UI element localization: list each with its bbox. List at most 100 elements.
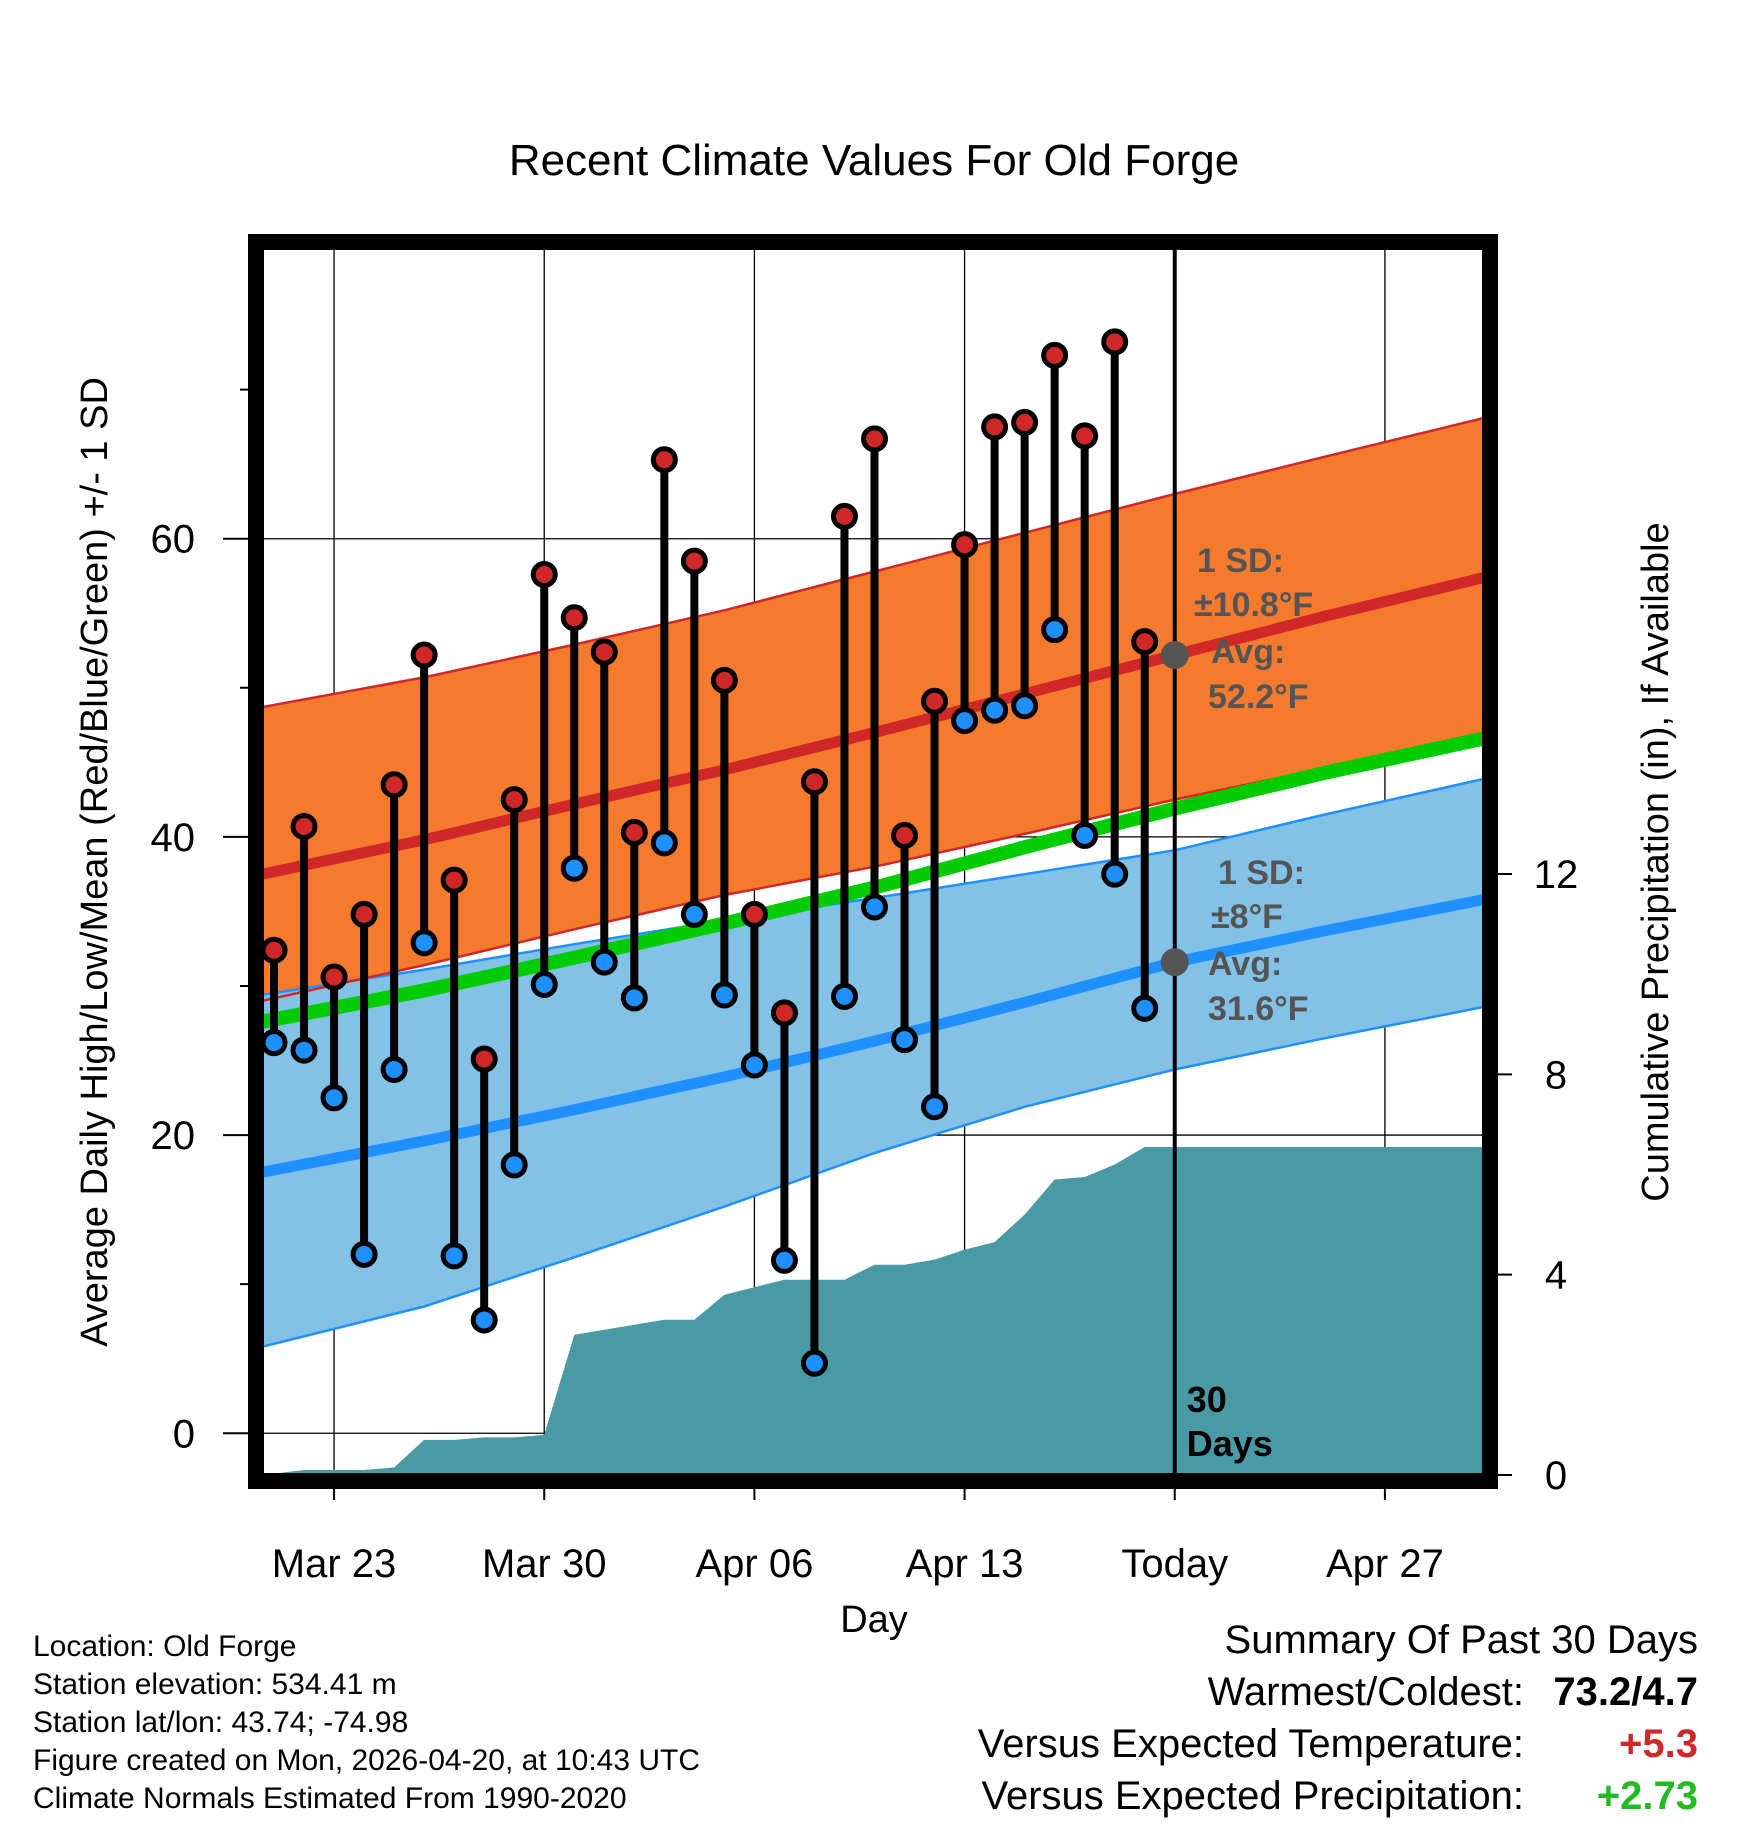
latlon-text: Station lat/lon: 43.74; -74.98 <box>33 1706 409 1739</box>
x-tick-label: Apr 06 <box>695 1542 813 1586</box>
observed-low-point <box>830 982 858 1010</box>
x-tick-label: Mar 30 <box>482 1542 607 1586</box>
observed-low-point <box>981 696 1009 724</box>
observed-high-point <box>290 812 318 840</box>
observed-low-point <box>650 829 678 857</box>
elevation-text: Station elevation: 534.41 m <box>33 1668 397 1701</box>
observed-low-point <box>680 900 708 928</box>
observed-low-point <box>1101 860 1129 888</box>
x-axis-title: Day <box>840 1599 908 1641</box>
observed-high-point <box>320 963 348 991</box>
observed-high-point <box>500 786 528 814</box>
normal-low-band <box>262 778 1484 1347</box>
y-axis-title: Average Daily High/Low/Mean (Red/Blue/Gr… <box>74 377 116 1347</box>
observed-high-point <box>530 561 558 589</box>
observed-low-point <box>350 1240 378 1268</box>
x-tick-label: Today <box>1121 1542 1228 1586</box>
plot-frame <box>248 234 1498 1489</box>
observed-high-point <box>921 687 949 715</box>
summary-warmest: Warmest/Coldest: 73.2/4.7 <box>1208 1668 1698 1716</box>
observed-high-point <box>650 446 678 474</box>
days-word-label: Days <box>1187 1423 1273 1464</box>
x-tick-label: Apr 13 <box>906 1542 1024 1586</box>
precip-label: Versus Expected Precipitation: <box>981 1774 1524 1818</box>
summary-precipitation: Versus Expected Precipitation: +2.73 <box>981 1772 1698 1820</box>
normals-text: Climate Normals Estimated From 1990-2020 <box>33 1782 627 1815</box>
observed-high-point <box>1131 628 1159 656</box>
observed-low-point <box>410 929 438 957</box>
days-count-label: 30 <box>1187 1379 1227 1420</box>
y2-tick-label: 4 <box>1545 1254 1567 1298</box>
y2-tick-label: 12 <box>1534 853 1579 897</box>
observed-high-point <box>680 547 708 575</box>
observed-high-point <box>470 1045 498 1073</box>
low-sd-value: ±8°F <box>1211 898 1283 936</box>
warmest-value: 73.2/4.7 <box>1553 1670 1698 1714</box>
low-avg-value: 31.6°F <box>1208 990 1309 1028</box>
high-avg-title: Avg: <box>1211 633 1285 671</box>
observed-high-point <box>380 771 408 799</box>
y-tick-label: 0 <box>173 1412 195 1456</box>
axes: 0 20 40 60 0 4 8 12 Mar 23 Mar 30 Apr 06 Apr 13 Toda… <box>74 234 1677 1641</box>
precip-area <box>262 1147 1484 1475</box>
observed-low-point <box>620 984 648 1012</box>
observed-high-point <box>800 768 828 796</box>
observed-high-point <box>1011 408 1039 436</box>
observed-low-point <box>861 893 889 921</box>
observed-low-point <box>500 1151 528 1179</box>
x-tick-label: Mar 23 <box>272 1542 397 1586</box>
high-avg-marker <box>1160 641 1189 670</box>
observed-high-point <box>560 604 588 632</box>
observed-high-point <box>710 666 738 694</box>
created-text: Figure created on Mon, 2026-04-20, at 10… <box>33 1744 701 1777</box>
x-tick-label: Apr 27 <box>1326 1542 1444 1586</box>
observed-high-point <box>861 425 889 453</box>
observed-low-point <box>380 1055 408 1083</box>
observed-high-point <box>440 866 468 894</box>
observed-low-point <box>891 1026 919 1054</box>
location-text: Location: Old Forge <box>33 1630 297 1663</box>
observed-low-point <box>530 970 558 998</box>
observed-high-point <box>590 638 618 666</box>
observed-low-point <box>260 1029 288 1057</box>
summary-title: Summary Of Past 30 Days <box>1224 1618 1698 1662</box>
observed-low-point <box>800 1349 828 1377</box>
observed-low-point <box>1131 994 1159 1022</box>
precip-value: +2.73 <box>1596 1774 1698 1818</box>
observed-high-point <box>620 818 648 846</box>
y2-tick-label: 8 <box>1545 1053 1567 1097</box>
low-avg-title: Avg: <box>1208 945 1282 983</box>
observed-high-point <box>981 413 1009 441</box>
normal-low-lower-line <box>262 1005 1484 1349</box>
observed-low-point <box>1071 821 1099 849</box>
observed-high-point <box>830 502 858 530</box>
temp-label: Versus Expected Temperature: <box>977 1722 1524 1766</box>
observed-low-point <box>921 1093 949 1121</box>
high-sd-value: ±10.8°F <box>1194 586 1313 624</box>
observed-low-point <box>440 1242 468 1270</box>
normal-low-mean-line <box>262 894 1484 1178</box>
observed-low-point <box>770 1246 798 1274</box>
observed-low-point <box>951 707 979 735</box>
observed-low-point <box>1011 692 1039 720</box>
observed-high-point <box>951 531 979 559</box>
summary-temperature: Versus Expected Temperature: +5.3 <box>978 1720 1698 1768</box>
precipitation-area <box>262 1147 1484 1475</box>
observed-high-point <box>260 936 288 964</box>
y-tick-label: 40 <box>151 816 196 860</box>
y-tick-label: 60 <box>151 518 196 562</box>
observed-high-point <box>740 900 768 928</box>
observed-low-point <box>710 981 738 1009</box>
y2-axis-title: Cumulative Precipitation (in), If Availa… <box>1635 522 1677 1201</box>
observed-low-point <box>320 1084 348 1112</box>
warmest-label: Warmest/Coldest: <box>1207 1670 1524 1714</box>
observed-high-point <box>410 641 438 669</box>
station-info: Location: Old Forge Station elevation: 5… <box>33 1628 700 1818</box>
low-sd-title: 1 SD: <box>1218 854 1305 892</box>
observed-low-point <box>470 1306 498 1334</box>
observed-low-point <box>560 854 588 882</box>
low-avg-marker <box>1160 948 1189 977</box>
temp-value: +5.3 <box>1619 1722 1698 1766</box>
